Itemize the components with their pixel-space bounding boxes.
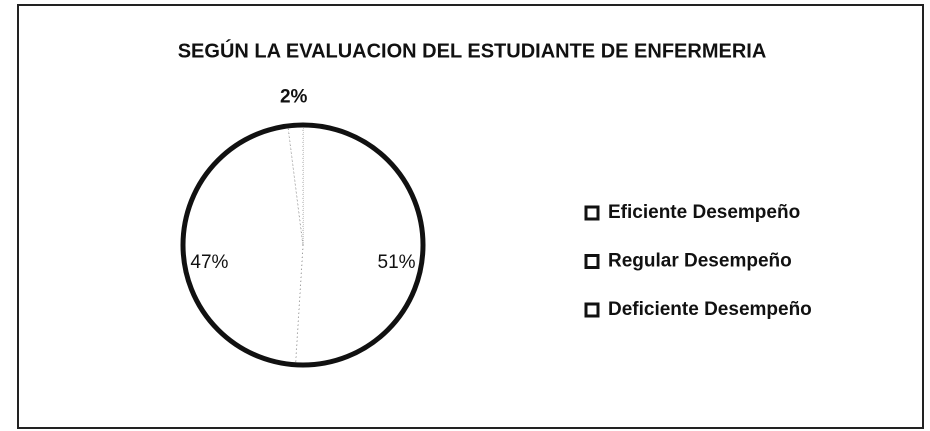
- data-label: 2%: [280, 86, 308, 107]
- legend-label: Eficiente Desempeño: [608, 202, 800, 223]
- chart-frame: [17, 4, 924, 429]
- pie-slice: [182, 125, 304, 366]
- legend-marker: [584, 302, 600, 318]
- data-label: 51%: [378, 252, 416, 273]
- legend-marker: [584, 205, 600, 221]
- legend-label: Deficiente Desempeño: [608, 299, 812, 320]
- legend-label: Regular Desempeño: [608, 251, 792, 272]
- data-label: 47%: [190, 252, 228, 273]
- legend-marker: [584, 254, 600, 269]
- pie-outline: [180, 122, 426, 368]
- chart-title: SEGÚN LA EVALUACION DEL ESTUDIANTE DE EN…: [178, 38, 767, 62]
